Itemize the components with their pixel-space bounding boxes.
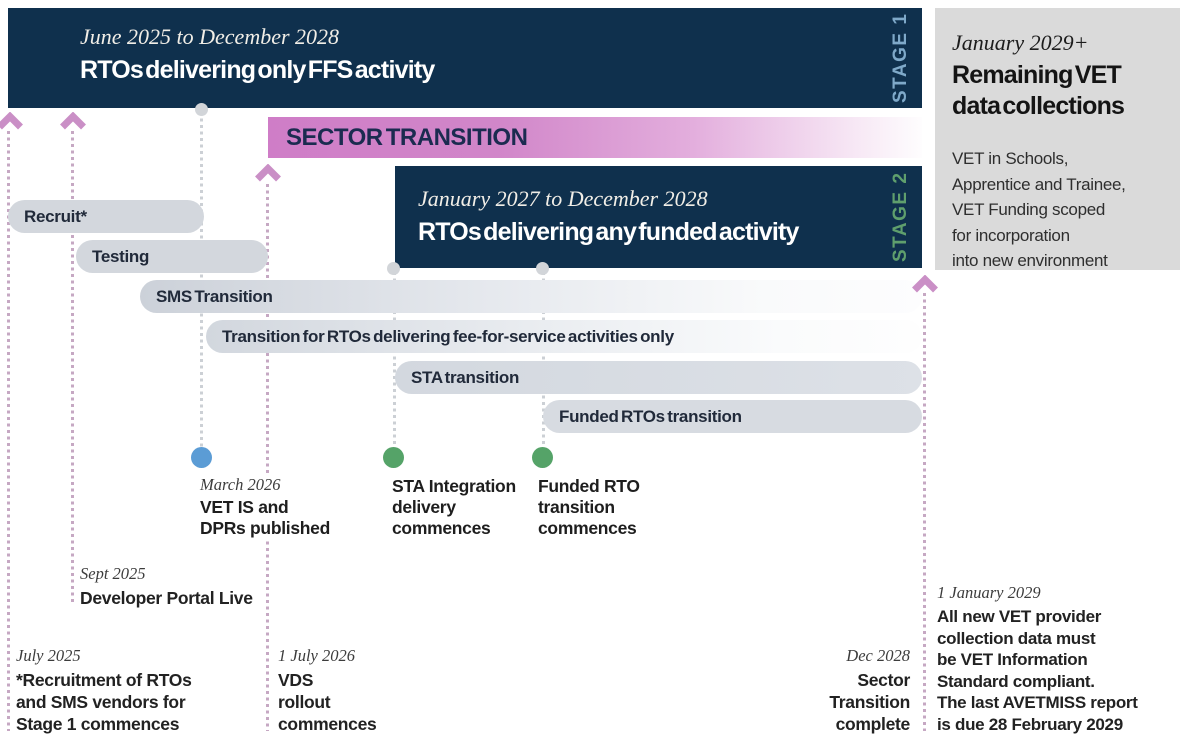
bar-sta-transition-label: STA transition [411, 367, 520, 387]
bar-funded-rtos-transition-label: Funded RTOs transition [559, 406, 742, 426]
milestone-dot-funded-rto [532, 447, 553, 468]
footnote-july-2025-date: July 2025 [16, 646, 81, 665]
footnote-jan-2029-text: All new VET provider collection data mus… [937, 607, 1138, 734]
bar-testing: Testing [76, 240, 268, 273]
guide-line-july-2026 [266, 184, 269, 731]
guide-line-sept-2025 [71, 131, 74, 604]
footnote-sept-2025-date: Sept 2025 [80, 564, 146, 583]
up-arrow-icon [255, 164, 281, 182]
stage1-title: RTOs delivering only FFS activity [80, 56, 435, 84]
up-arrow-icon [0, 112, 23, 130]
guide-line-july-2025 [7, 131, 10, 731]
footnote-jan-2029: 1 January 2029 All new VET provider coll… [937, 583, 1180, 735]
sector-transition-band: SECTOR TRANSITION [268, 117, 922, 158]
milestone-vet-is: March 2026 VET IS and DPRs published [200, 475, 334, 539]
milestone-vet-is-text: VET IS and DPRs published [200, 497, 330, 538]
footnote-july-2025-text: *Recruitment of RTOs and SMS vendors for… [16, 670, 192, 734]
connector-dot [536, 262, 549, 275]
bar-sms-transition-label: SMS Transition [156, 286, 273, 306]
bar-ffs-transition-label: Transition for RTOs delivering fee-for-s… [222, 326, 674, 346]
milestone-funded-rto: Funded RTO transition commences [538, 476, 644, 539]
panel-date-range: January 2029+ [952, 30, 1089, 55]
stage2-title: RTOs delivering any funded activity [418, 218, 799, 246]
up-arrow-icon [60, 112, 86, 130]
guide-line-funded-rto [542, 272, 545, 447]
footnote-jan-2029-date: 1 January 2029 [937, 583, 1041, 602]
milestone-dot-sta-integration [383, 447, 404, 468]
panel-body-text: VET in Schools, Apprentice and Trainee, … [952, 149, 1126, 270]
stage2-tab-label: STAGE 2 [890, 171, 911, 263]
footnote-july-2025: July 2025 *Recruitment of RTOs and SMS v… [16, 646, 192, 735]
connector-dot [195, 103, 208, 116]
remaining-vet-panel: January 2029+ Remaining VET data collect… [935, 8, 1180, 270]
footnote-dec-2028: Dec 2028 Sector Transition complete [700, 646, 910, 735]
footnote-dec-2028-text: Sector Transition complete [829, 670, 910, 734]
milestone-vet-is-date: March 2026 [200, 475, 281, 494]
stage2-banner: January 2027 to December 2028 RTOs deliv… [395, 166, 922, 268]
bar-ffs-transition: Transition for RTOs delivering fee-for-s… [206, 320, 922, 353]
footnote-july-2026: 1 July 2026 VDS rollout commences [278, 646, 377, 735]
milestone-dot-vet-is [191, 447, 212, 468]
guide-line-sta-integration [393, 272, 396, 447]
bar-recruit-label: Recruit* [24, 206, 87, 226]
footnote-sept-2025: Sept 2025 Developer Portal Live [80, 564, 253, 609]
stage1-date-range: June 2025 to December 2028 [80, 24, 340, 49]
stage1-banner: June 2025 to December 2028 RTOs deliveri… [8, 8, 922, 108]
bar-sms-transition: SMS Transition [140, 280, 922, 313]
milestone-funded-rto-text: Funded RTO transition commences [538, 476, 640, 538]
milestone-sta-integration-text: STA Integration delivery commences [392, 476, 516, 538]
bar-recruit: Recruit* [8, 200, 204, 233]
bar-sta-transition: STA transition [395, 361, 922, 394]
footnote-sept-2025-text: Developer Portal Live [80, 588, 253, 608]
footnote-july-2026-text: VDS rollout commences [278, 670, 377, 734]
stage2-date-range: January 2027 to December 2028 [418, 186, 708, 211]
up-arrow-icon [912, 275, 938, 293]
stage1-tab-label: STAGE 1 [890, 12, 911, 104]
bar-funded-rtos-transition: Funded RTOs transition [543, 400, 922, 433]
panel-title: Remaining VET data collections [952, 61, 1125, 120]
footnote-dec-2028-date: Dec 2028 [846, 646, 910, 665]
guide-line-jan-2029 [923, 293, 926, 731]
bar-testing-label: Testing [92, 246, 150, 266]
connector-dot [387, 262, 400, 275]
milestone-sta-integration: STA Integration delivery commences [392, 476, 520, 539]
sector-transition-label: SECTOR TRANSITION [286, 123, 528, 151]
footnote-july-2026-date: 1 July 2026 [278, 646, 355, 665]
